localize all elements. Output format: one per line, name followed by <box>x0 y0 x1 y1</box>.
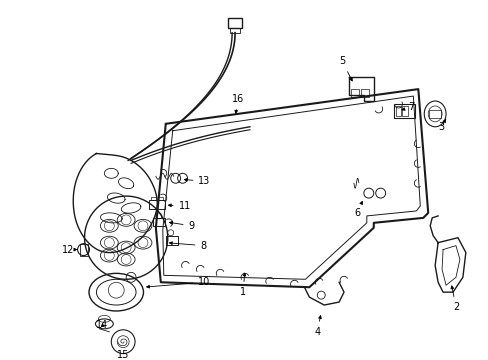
Text: 4: 4 <box>314 316 321 337</box>
Text: 3: 3 <box>437 119 445 132</box>
Bar <box>151 197 156 200</box>
Bar <box>360 89 368 97</box>
Text: 1: 1 <box>240 273 245 297</box>
Bar <box>350 89 358 97</box>
Text: 15: 15 <box>117 350 129 360</box>
Text: 8: 8 <box>169 240 206 251</box>
Text: 10: 10 <box>146 277 210 288</box>
Bar <box>228 18 242 28</box>
Bar <box>153 218 164 226</box>
Bar <box>80 244 87 256</box>
Text: 2: 2 <box>450 286 458 312</box>
Text: 16: 16 <box>232 94 244 113</box>
Text: 5: 5 <box>338 57 351 81</box>
Text: 7: 7 <box>401 102 414 112</box>
Bar <box>402 106 407 116</box>
Text: 12: 12 <box>61 244 77 255</box>
Text: 13: 13 <box>184 176 210 186</box>
Text: 6: 6 <box>353 202 362 218</box>
Bar <box>158 197 163 200</box>
Text: 9: 9 <box>169 221 194 231</box>
Bar <box>165 236 177 245</box>
Bar <box>395 106 401 116</box>
Bar <box>230 28 240 33</box>
Text: 11: 11 <box>168 201 190 211</box>
Text: 14: 14 <box>96 320 108 330</box>
Bar <box>393 104 414 118</box>
Bar <box>428 110 440 118</box>
Bar <box>149 200 164 209</box>
